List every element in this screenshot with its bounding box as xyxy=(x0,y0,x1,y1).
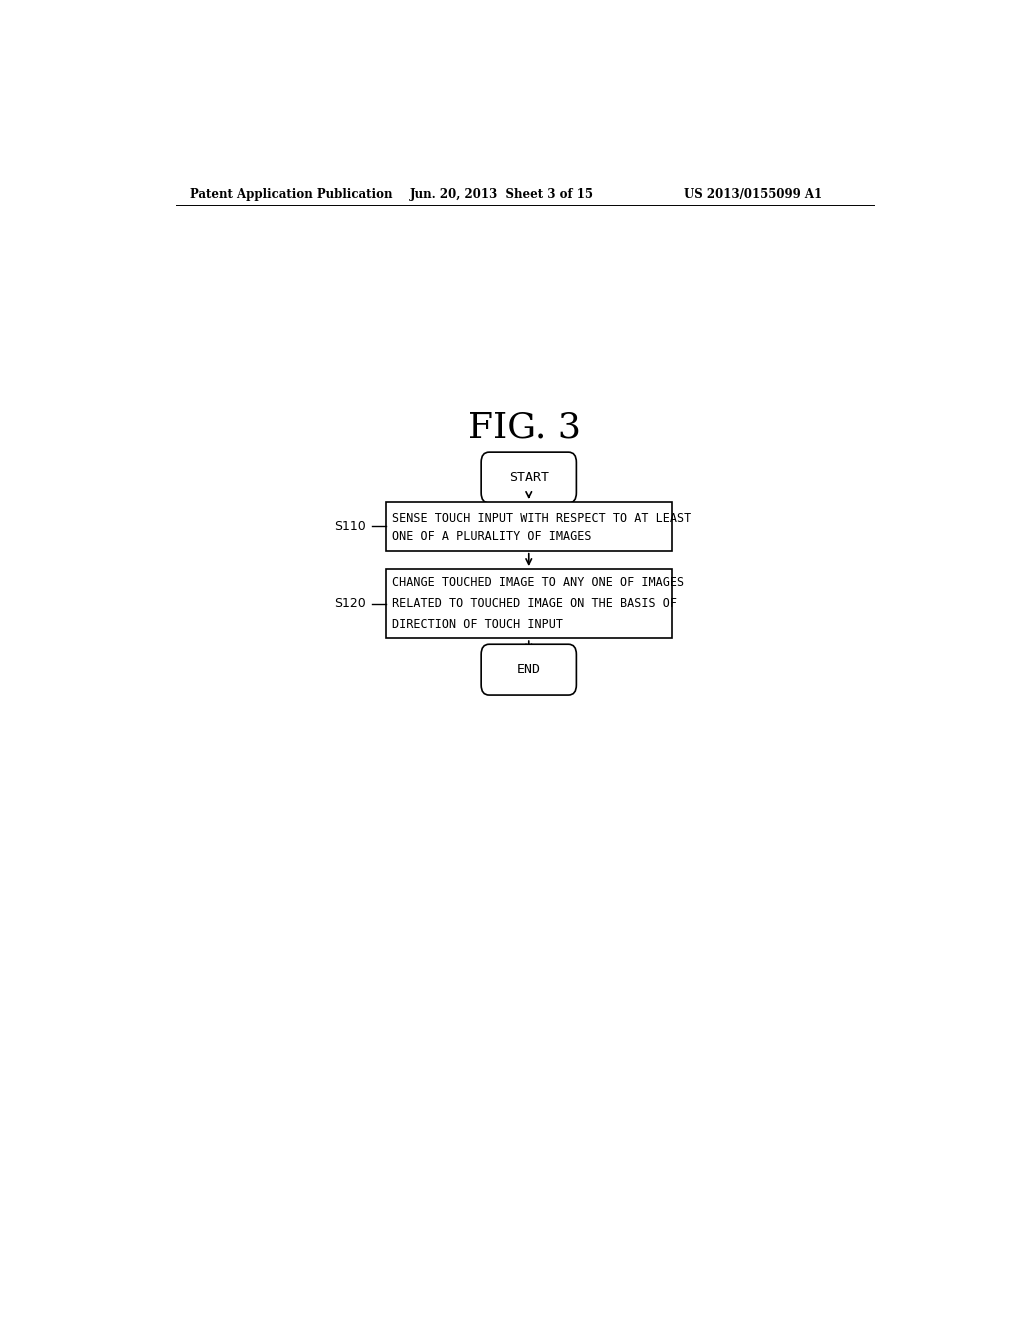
FancyBboxPatch shape xyxy=(386,502,672,550)
Text: Jun. 20, 2013  Sheet 3 of 15: Jun. 20, 2013 Sheet 3 of 15 xyxy=(410,189,594,202)
Text: DIRECTION OF TOUCH INPUT: DIRECTION OF TOUCH INPUT xyxy=(392,619,563,631)
FancyBboxPatch shape xyxy=(386,569,672,638)
Text: S120: S120 xyxy=(334,597,367,610)
Text: END: END xyxy=(517,663,541,676)
Text: S110: S110 xyxy=(334,520,367,533)
Text: RELATED TO TOUCHED IMAGE ON THE BASIS OF: RELATED TO TOUCHED IMAGE ON THE BASIS OF xyxy=(392,597,677,610)
Text: ONE OF A PLURALITY OF IMAGES: ONE OF A PLURALITY OF IMAGES xyxy=(392,531,592,543)
Text: Patent Application Publication: Patent Application Publication xyxy=(189,189,392,202)
Text: START: START xyxy=(509,471,549,484)
Text: SENSE TOUCH INPUT WITH RESPECT TO AT LEAST: SENSE TOUCH INPUT WITH RESPECT TO AT LEA… xyxy=(392,512,691,525)
FancyBboxPatch shape xyxy=(481,453,577,503)
Text: US 2013/0155099 A1: US 2013/0155099 A1 xyxy=(684,189,821,202)
Text: FIG. 3: FIG. 3 xyxy=(468,411,582,445)
Text: CHANGE TOUCHED IMAGE TO ANY ONE OF IMAGES: CHANGE TOUCHED IMAGE TO ANY ONE OF IMAGE… xyxy=(392,576,684,589)
FancyBboxPatch shape xyxy=(481,644,577,696)
